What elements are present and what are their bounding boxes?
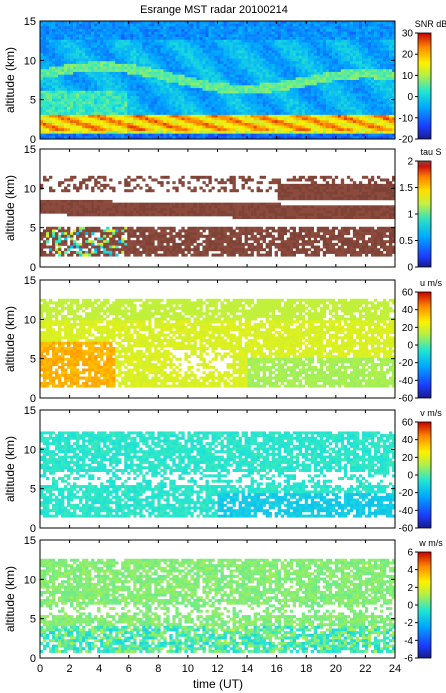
y-tick-label: 0 <box>30 393 36 405</box>
colorbar <box>417 32 432 140</box>
w-heatmap <box>40 558 396 653</box>
colorbar-tick-label: -6 <box>404 654 413 665</box>
colorbar-label: tau S <box>420 147 441 157</box>
colorbar-tick-label: -20 <box>399 135 414 146</box>
y-tick-label: 0 <box>30 523 36 535</box>
x-tick-label: 8 <box>155 663 161 675</box>
x-tick-label: 10 <box>182 663 194 675</box>
colorbar-tick-label: -4 <box>404 636 413 647</box>
x-tick-label: 22 <box>359 663 371 675</box>
colorbar <box>417 291 432 399</box>
colorbar-tick-label: -60 <box>399 524 414 535</box>
x-tick-label: 2 <box>67 663 73 675</box>
u-heatmap <box>40 298 396 388</box>
y-tick-label: 15 <box>24 535 36 547</box>
y-tick-label: 10 <box>24 314 36 326</box>
x-axis-label: time (UT) <box>193 677 243 691</box>
x-tick-label: 12 <box>211 663 223 675</box>
colorbar-tick-label: 2 <box>407 157 413 168</box>
colorbar-tick-label: -20 <box>399 358 414 369</box>
x-tick-label: 16 <box>271 663 283 675</box>
y-axis-label: altitude (km) <box>3 436 17 502</box>
colorbar-tick-label: 0 <box>407 471 413 482</box>
colorbar-tick-label: 60 <box>402 418 414 429</box>
colorbar-tick-label: -10 <box>399 113 414 124</box>
y-tick-label: 15 <box>24 405 36 417</box>
colorbar-tick-label: 30 <box>402 29 414 40</box>
x-tick-label: 6 <box>126 663 132 675</box>
figure-title: Esrange MST radar 20100214 <box>140 4 288 16</box>
x-tick-label: 14 <box>241 663 253 675</box>
colorbar-tick-label: -40 <box>399 506 414 517</box>
y-tick-label: 15 <box>24 275 36 287</box>
colorbar-tick-label: -40 <box>399 376 414 387</box>
x-tick-label: 18 <box>300 663 312 675</box>
colorbar-label: SNR dB <box>415 19 446 29</box>
y-tick-label: 10 <box>24 444 36 456</box>
y-axis-label: altitude (km) <box>3 306 17 372</box>
colorbar-tick-label: 60 <box>402 288 414 299</box>
colorbar-tick-label: 0 <box>407 341 413 352</box>
x-tick-label: 20 <box>330 663 342 675</box>
y-tick-label: 10 <box>24 183 36 195</box>
x-tick-label: 4 <box>96 663 102 675</box>
y-tick-label: 10 <box>24 574 36 586</box>
y-tick-label: 0 <box>30 134 36 146</box>
colorbar <box>417 160 432 268</box>
y-tick-label: 0 <box>30 653 36 665</box>
y-axis-label: altitude (km) <box>3 566 17 632</box>
y-axis-label: altitude (km) <box>3 175 17 241</box>
colorbar-tick-label: 20 <box>402 323 414 334</box>
colorbar-label: v m/s <box>420 408 442 418</box>
colorbar-tick-label: 1.5 <box>399 183 413 194</box>
x-tick-label: 24 <box>389 663 401 675</box>
colorbar-tick-label: 1 <box>407 210 413 221</box>
colorbar-tick-label: 20 <box>402 453 414 464</box>
colorbar-tick-label: 0 <box>407 263 413 274</box>
y-tick-label: 5 <box>30 95 36 107</box>
panel-v: 0 5 10 15 altitude (km) v m/s 60 40 20 0 -20 -40 -60 <box>3 405 442 535</box>
colorbar-tick-label: -2 <box>404 618 413 629</box>
colorbar-tick-label: -20 <box>399 488 414 499</box>
y-tick-label: 0 <box>30 262 36 274</box>
x-tick-label: 0 <box>37 663 43 675</box>
tau-heatmap <box>40 175 396 257</box>
colorbar-tick-label: 10 <box>402 71 414 82</box>
panel-u: 0 5 10 15 altitude (km) u m/s 60 40 20 0 -20 -40 -60 <box>3 275 442 405</box>
colorbar-tick-label: -60 <box>399 394 414 405</box>
colorbar-label: w m/s <box>418 538 443 548</box>
colorbar-tick-label: 2 <box>407 583 413 594</box>
y-tick-label: 15 <box>24 16 36 28</box>
colorbar-tick-label: 20 <box>402 50 414 61</box>
colorbar-tick-label: 40 <box>402 435 414 446</box>
colorbar-tick-label: 0.5 <box>399 236 413 247</box>
colorbar <box>417 551 432 659</box>
snr-heatmap <box>40 21 396 140</box>
y-tick-label: 10 <box>24 55 36 67</box>
colorbar-tick-label: 0 <box>407 92 413 103</box>
v-heatmap <box>40 431 396 518</box>
colorbar-tick-label: 6 <box>407 548 413 559</box>
y-tick-label: 5 <box>30 614 36 626</box>
colorbar-tick-label: 4 <box>407 565 413 576</box>
colorbar-tick-label: 40 <box>402 305 414 316</box>
y-tick-label: 5 <box>30 484 36 496</box>
colorbar <box>417 421 432 529</box>
y-tick-label: 15 <box>24 144 36 156</box>
y-tick-label: 5 <box>30 223 36 235</box>
panel-tau: 0 5 10 15 altitude (km) tau S 2 1.5 1 0.5 0 <box>3 144 442 274</box>
colorbar-label: u m/s <box>420 278 443 288</box>
y-tick-label: 5 <box>30 354 36 366</box>
y-axis-label: altitude (km) <box>3 47 17 113</box>
colorbar-tick-label: 0 <box>407 601 413 612</box>
